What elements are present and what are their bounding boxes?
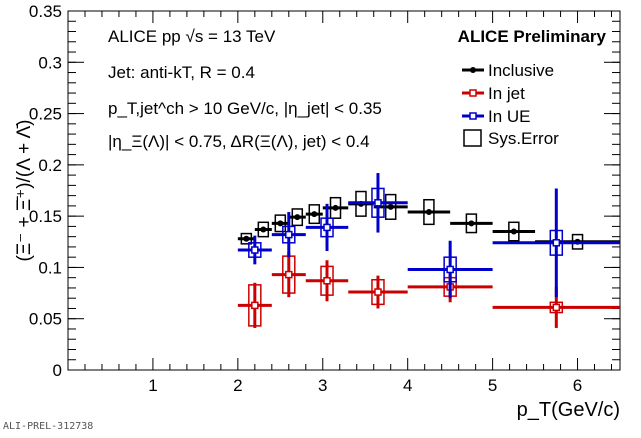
data-point [251,301,259,310]
data-point-inclusive [260,226,267,233]
x-tick-label: 5 [488,376,497,395]
data-point-inclusive [387,203,394,210]
data-point-inclusive [243,235,250,242]
data-point-inclusive [277,220,284,227]
data-point [552,303,561,312]
y-tick-label: 0.3 [38,53,62,72]
y-tick-label: 0.2 [38,156,62,175]
data-point [446,265,454,274]
data-point-inclusive [311,211,318,218]
legend-label: Inclusive [488,61,554,80]
x-axis-label: p_T(GeV/c) [517,399,620,421]
y-tick-label: 0.15 [29,207,62,226]
x-tick-label: 2 [233,376,242,395]
x-tick-label: 3 [318,376,327,395]
data-point-inclusive [332,204,339,211]
data-point [552,239,561,247]
annotation-jet-cuts: p_T,jet^ch > 10 GeV/c, |η_jet| < 0.35 [108,99,382,118]
legend-label: In UE [488,107,531,126]
y-tick-label: 0.05 [29,310,62,329]
data-point-inclusive [294,214,301,221]
footer-label: ALI-PREL-312738 [3,421,94,432]
data-point-inclusive [425,209,432,216]
annotation-eta-cuts: |η_Ξ(Λ)| < 0.75, ΔR(Ξ(Λ), jet) < 0.4 [108,132,370,151]
y-tick-label: 0.25 [29,105,62,124]
data-point-inclusive [468,220,475,227]
annotation-jet: Jet: anti-kT, R = 0.4 [108,63,255,82]
data-point [323,223,331,232]
data-point [285,230,293,239]
x-tick-label: 6 [573,376,582,395]
data-point [374,199,382,207]
legend-sys-box [463,129,482,147]
legend-label: Sys.Error [488,129,559,148]
legend-marker [469,112,477,120]
data-point [285,270,293,279]
y-tick-label: 0 [53,361,62,380]
plot-frame [67,10,621,371]
y-tick-label: 0.35 [29,2,62,21]
annotation-system: ALICE pp √s = 13 TeV [108,27,276,46]
x-tick-label: 4 [403,376,412,395]
data-point [251,246,259,254]
data-point [374,288,382,296]
legend-label: In jet [488,84,525,103]
x-tick-label: 1 [148,376,157,395]
legend-marker [469,89,477,97]
annotation-preliminary: ALICE Preliminary [458,27,607,46]
data-point [323,277,331,285]
legend-marker [470,67,476,73]
y-axis-label: (Ξ⁻ + Ξ̄⁺)/(Λ + Λ̄) [14,120,35,262]
data-point-inclusive [510,228,517,235]
y-tick-label: 0.1 [38,258,62,277]
